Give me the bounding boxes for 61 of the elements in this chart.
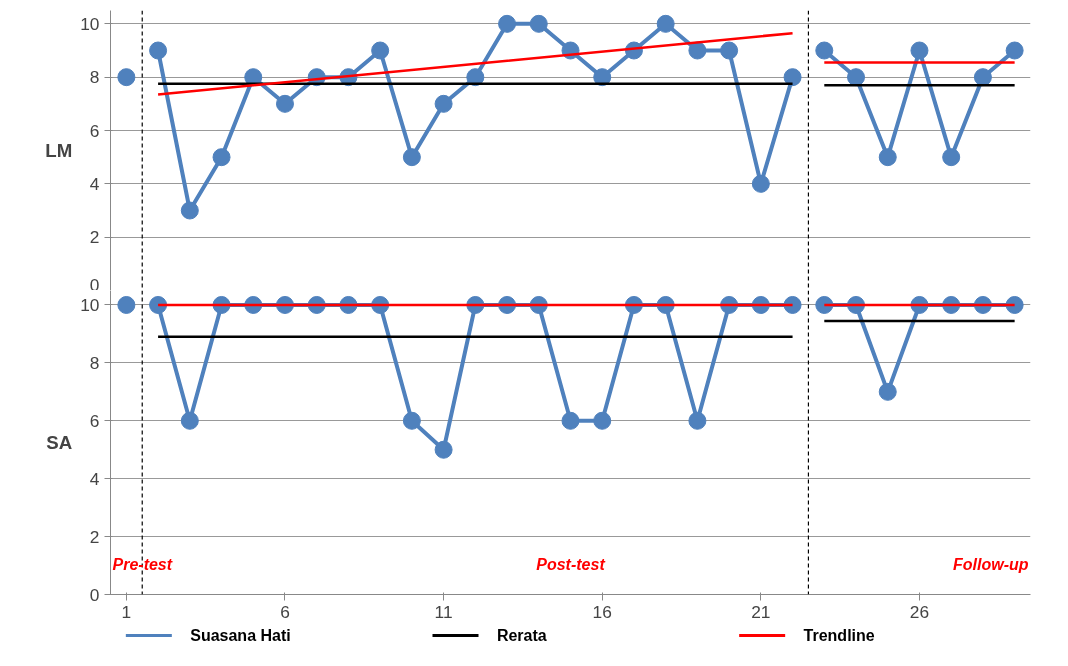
x-tick-label: 16 [592,601,612,622]
point [593,68,612,87]
point [180,201,199,220]
point [434,94,453,113]
point [434,440,453,459]
y-tick-label: 10 [80,13,100,34]
y-tick-label: 2 [89,227,100,248]
point [117,68,136,87]
y-tick-label: 6 [89,120,100,141]
point [910,41,929,60]
point [149,41,168,60]
annotation: Follow-up [952,556,1029,573]
legend-label: Trendline [803,627,875,644]
point [878,148,897,167]
y-tick-label: 8 [89,352,100,373]
point [942,148,961,167]
point [688,41,707,60]
y-tick-label: 0 [89,274,100,295]
point [751,174,770,193]
point [815,41,834,60]
point [720,41,739,60]
point [402,411,421,430]
point [561,411,580,430]
point [1005,41,1024,60]
legend-label: Suasana Hati [190,627,291,644]
legend-label: Rerata [496,627,547,644]
x-tick-label: 1 [121,601,132,622]
x-tick-label: 11 [434,601,453,622]
y-tick-label: 6 [89,410,100,431]
point [212,148,231,167]
annotation: Pre-test [112,556,173,573]
y-tick-label: 4 [89,468,100,489]
y-axis-title: SA [46,432,73,453]
y-tick-label: 10 [80,294,100,315]
y-tick-label: 2 [89,526,100,547]
point [815,295,834,314]
point [371,41,390,60]
point [783,295,802,314]
point [117,295,136,314]
x-tick-label: 6 [280,601,290,622]
y-tick-label: 4 [89,173,100,194]
point [656,14,675,33]
point [466,68,485,87]
point [180,411,199,430]
y-axis-title: LM [45,140,73,161]
y-tick-label: 0 [89,584,100,605]
point [688,411,707,430]
point [498,14,517,33]
point [529,14,548,33]
point [275,94,294,113]
point [149,295,168,314]
point [402,148,421,167]
y-tick-label: 8 [89,67,100,88]
x-tick-label: 21 [751,601,771,622]
point [878,382,897,401]
annotation: Post-test [536,556,606,573]
point [593,411,612,430]
x-tick-label: 26 [909,601,930,622]
point [1005,295,1024,314]
point [783,68,802,87]
point [973,68,992,87]
